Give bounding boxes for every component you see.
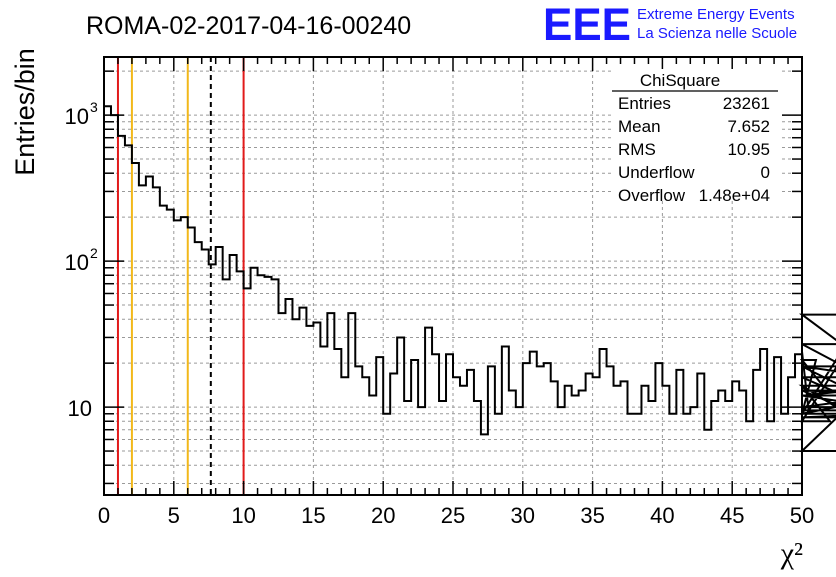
stats-label-overflow: Overflow — [618, 186, 686, 205]
x-tick-label: 0 — [98, 503, 110, 528]
x-tick-label: 10 — [231, 503, 255, 528]
stats-value-underflow: 0 — [761, 163, 770, 182]
logo-line-2: La Scienza nelle Scuole — [637, 25, 797, 42]
y-tick-label: 10 — [65, 104, 89, 129]
stats-value-rms: 10.95 — [727, 140, 770, 159]
stats-label-entries: Entries — [618, 94, 671, 113]
y-tick-label-exponent: 2 — [90, 245, 98, 261]
x-tick-label: 20 — [371, 503, 395, 528]
stats-box: ChiSquare Entries 23261 Mean 7.652 RMS 1… — [612, 69, 780, 205]
stats-label-underflow: Underflow — [618, 163, 695, 182]
stats-label-rms: RMS — [618, 140, 656, 159]
x-tick-label: 45 — [720, 503, 744, 528]
histogram-outline — [103, 105, 836, 495]
x-tick-label: 5 — [168, 503, 180, 528]
chart-title: ROMA-02-2017-04-16-00240 — [86, 12, 411, 40]
x-axis-label: χ² — [780, 537, 803, 570]
stats-title: ChiSquare — [640, 71, 720, 90]
logo-eee: EEE — [543, 0, 631, 50]
axis-ticks — [103, 57, 803, 495]
stats-value-overflow: 1.48e+04 — [699, 186, 770, 205]
x-tick-label: 25 — [441, 503, 465, 528]
y-tick-label: 10 — [65, 250, 89, 275]
y-tick-label-exponent: 3 — [90, 99, 98, 115]
stats-value-mean: 7.652 — [727, 117, 770, 136]
x-tick-label: 50 — [790, 503, 814, 528]
grid-lines — [104, 57, 802, 495]
stats-label-mean: Mean — [618, 117, 661, 136]
logo-line-1: Extreme Energy Events — [637, 6, 795, 23]
histogram-series — [103, 105, 836, 495]
x-tick-label: 15 — [301, 503, 325, 528]
x-tick-label: 40 — [650, 503, 674, 528]
x-tick-label: 35 — [580, 503, 604, 528]
stats-value-entries: 23261 — [723, 94, 770, 113]
x-tick-label: 30 — [511, 503, 535, 528]
y-axis-label: Entries/bin — [10, 48, 40, 176]
y-tick-label: 10 — [68, 396, 92, 421]
